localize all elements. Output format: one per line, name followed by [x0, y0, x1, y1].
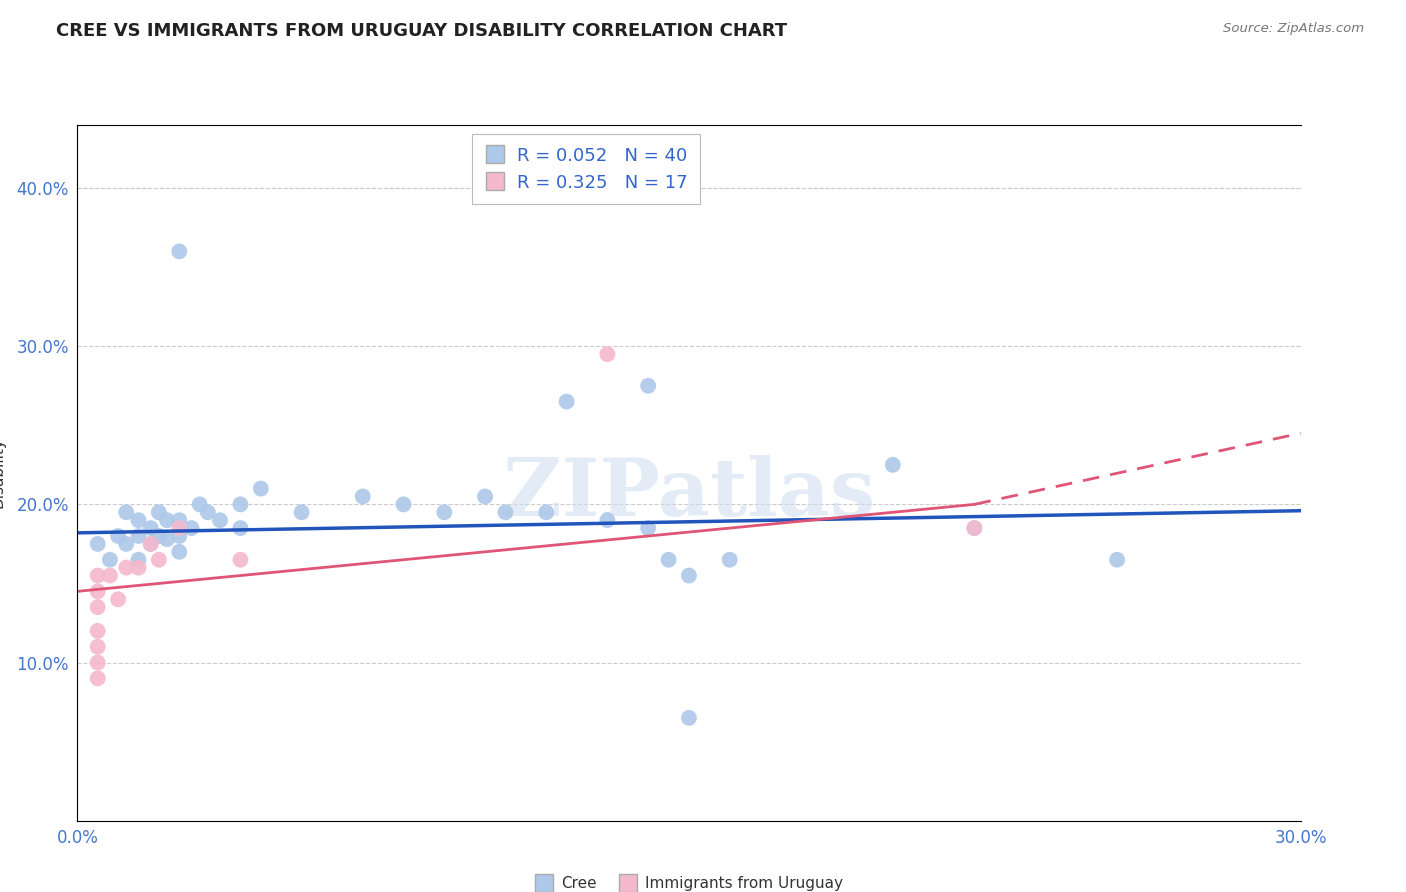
- Point: [87, 624, 110, 638]
- Point: [718, 552, 741, 567]
- Point: [169, 529, 191, 543]
- Point: [555, 394, 578, 409]
- Point: [139, 521, 162, 535]
- Point: [291, 505, 314, 519]
- Text: CREE VS IMMIGRANTS FROM URUGUAY DISABILITY CORRELATION CHART: CREE VS IMMIGRANTS FROM URUGUAY DISABILI…: [56, 22, 787, 40]
- Point: [169, 513, 191, 527]
- Point: [637, 378, 659, 392]
- Point: [229, 552, 252, 567]
- Point: [107, 592, 129, 607]
- Legend: Cree, Immigrants from Uruguay: Cree, Immigrants from Uruguay: [529, 870, 849, 892]
- Point: [188, 497, 211, 511]
- Point: [229, 521, 252, 535]
- Point: [169, 521, 191, 535]
- Point: [87, 537, 110, 551]
- Point: [1107, 552, 1129, 567]
- Point: [250, 482, 273, 496]
- Point: [197, 505, 219, 519]
- Text: ZIPatlas: ZIPatlas: [503, 455, 875, 533]
- Point: [169, 244, 191, 259]
- Point: [98, 552, 121, 567]
- Point: [115, 537, 138, 551]
- Point: [180, 521, 202, 535]
- Point: [87, 600, 110, 615]
- Point: [128, 513, 150, 527]
- Point: [148, 505, 170, 519]
- Text: Source: ZipAtlas.com: Source: ZipAtlas.com: [1223, 22, 1364, 36]
- Point: [474, 490, 496, 504]
- Point: [115, 505, 138, 519]
- Point: [678, 711, 700, 725]
- Point: [392, 497, 415, 511]
- Point: [87, 568, 110, 582]
- Point: [536, 505, 558, 519]
- Point: [139, 537, 162, 551]
- Point: [128, 552, 150, 567]
- Point: [87, 584, 110, 599]
- Point: [115, 560, 138, 574]
- Point: [156, 532, 179, 546]
- Point: [678, 568, 700, 582]
- Point: [963, 521, 986, 535]
- Point: [169, 545, 191, 559]
- Point: [156, 513, 179, 527]
- Point: [87, 656, 110, 670]
- Point: [963, 521, 986, 535]
- Point: [658, 552, 681, 567]
- Point: [637, 521, 659, 535]
- Point: [148, 552, 170, 567]
- Point: [495, 505, 517, 519]
- Point: [107, 529, 129, 543]
- Point: [98, 568, 121, 582]
- Point: [148, 529, 170, 543]
- Point: [87, 671, 110, 685]
- Point: [596, 513, 619, 527]
- Point: [128, 560, 150, 574]
- Y-axis label: Disability: Disability: [0, 437, 6, 508]
- Point: [87, 640, 110, 654]
- Point: [882, 458, 904, 472]
- Point: [433, 505, 456, 519]
- Point: [128, 529, 150, 543]
- Point: [352, 490, 374, 504]
- Point: [596, 347, 619, 361]
- Point: [139, 537, 162, 551]
- Point: [209, 513, 232, 527]
- Point: [229, 497, 252, 511]
